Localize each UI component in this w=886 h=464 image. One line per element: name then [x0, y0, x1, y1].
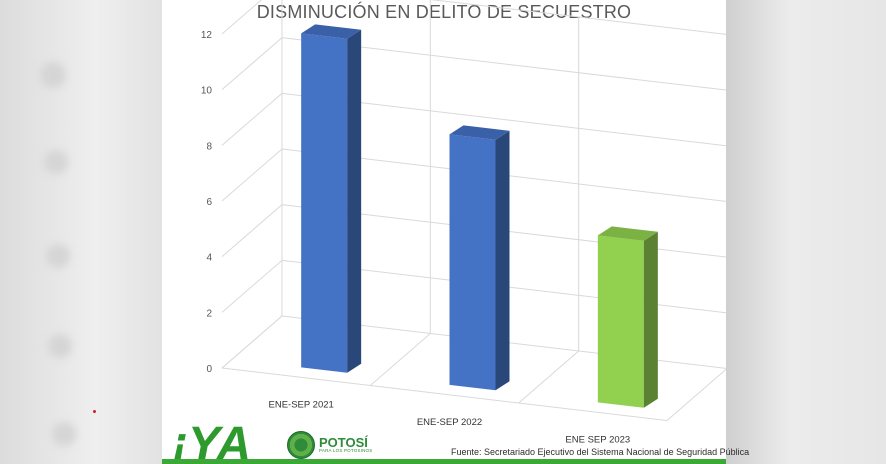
potosi-logo: POTOSÍ PARA LOS POTOSINOS: [287, 430, 372, 460]
background-right: [726, 0, 886, 464]
potosi-emblem-icon: [287, 431, 315, 459]
gridline-back: [430, 0, 726, 35]
y-tick-label: 8: [206, 141, 212, 152]
y-tick-label: 10: [201, 86, 213, 97]
bar-side-1: [347, 29, 362, 373]
gridline-side: [221, 148, 283, 202]
bar-front-1: [301, 33, 348, 373]
gridline-side: [221, 37, 283, 91]
potosi-logo-name: POTOSÍ: [319, 435, 368, 451]
floor-divider: [370, 333, 431, 386]
chart-title: DISMINUCIÓN EN DELITO DE SECUESTRO: [256, 2, 632, 22]
floor-divider: [666, 368, 726, 421]
y-tick-label: 2: [206, 308, 212, 319]
bar-top-2: [449, 125, 510, 140]
floor-divider: [221, 315, 283, 369]
bar-top-1: [301, 24, 362, 39]
chart-plot: 0 2 4 6 8 10 12 ENE-SEP 2021 ENE-SEP 2022 ENE SEP…: [201, 0, 726, 445]
iya-logo: ¡YA: [172, 418, 251, 464]
x-tick-label-1: ENE-SEP 2021: [269, 399, 334, 410]
iya-logo-text: ¡YA: [172, 418, 251, 464]
y-tick-label: 4: [206, 253, 212, 264]
x-tick-label-3: ENE SEP 2023: [565, 434, 630, 445]
source-note: Fuente: Secretariado Ejecutivo del Siste…: [451, 447, 750, 457]
gridline-side: [221, 92, 283, 146]
gridline-side: [221, 0, 262, 35]
floor-divider: [518, 350, 579, 404]
red-dot: [93, 410, 96, 413]
bar-side-2: [495, 130, 510, 391]
footer-bar: [162, 459, 726, 464]
gridline-side: [221, 204, 283, 258]
y-tick-label: 6: [206, 197, 212, 208]
gridline-side: [221, 259, 283, 313]
bar-front-2: [449, 134, 496, 391]
y-tick-label: 0: [206, 364, 212, 375]
x-tick-label-2: ENE-SEP 2022: [417, 417, 482, 428]
background-left: [0, 0, 162, 464]
floor-front-edge: [221, 367, 668, 422]
y-tick-label: 12: [201, 30, 213, 41]
bar-front-3: [597, 235, 644, 408]
potosi-logo-sub: PARA LOS POTOSINOS: [319, 448, 373, 454]
chart-panel: DISMINUCIÓN EN DELITO DE SECUESTRO 0 2 4 6 8…: [162, 0, 726, 464]
bar-side-3: [643, 231, 658, 408]
bar-top-3: [597, 226, 658, 241]
